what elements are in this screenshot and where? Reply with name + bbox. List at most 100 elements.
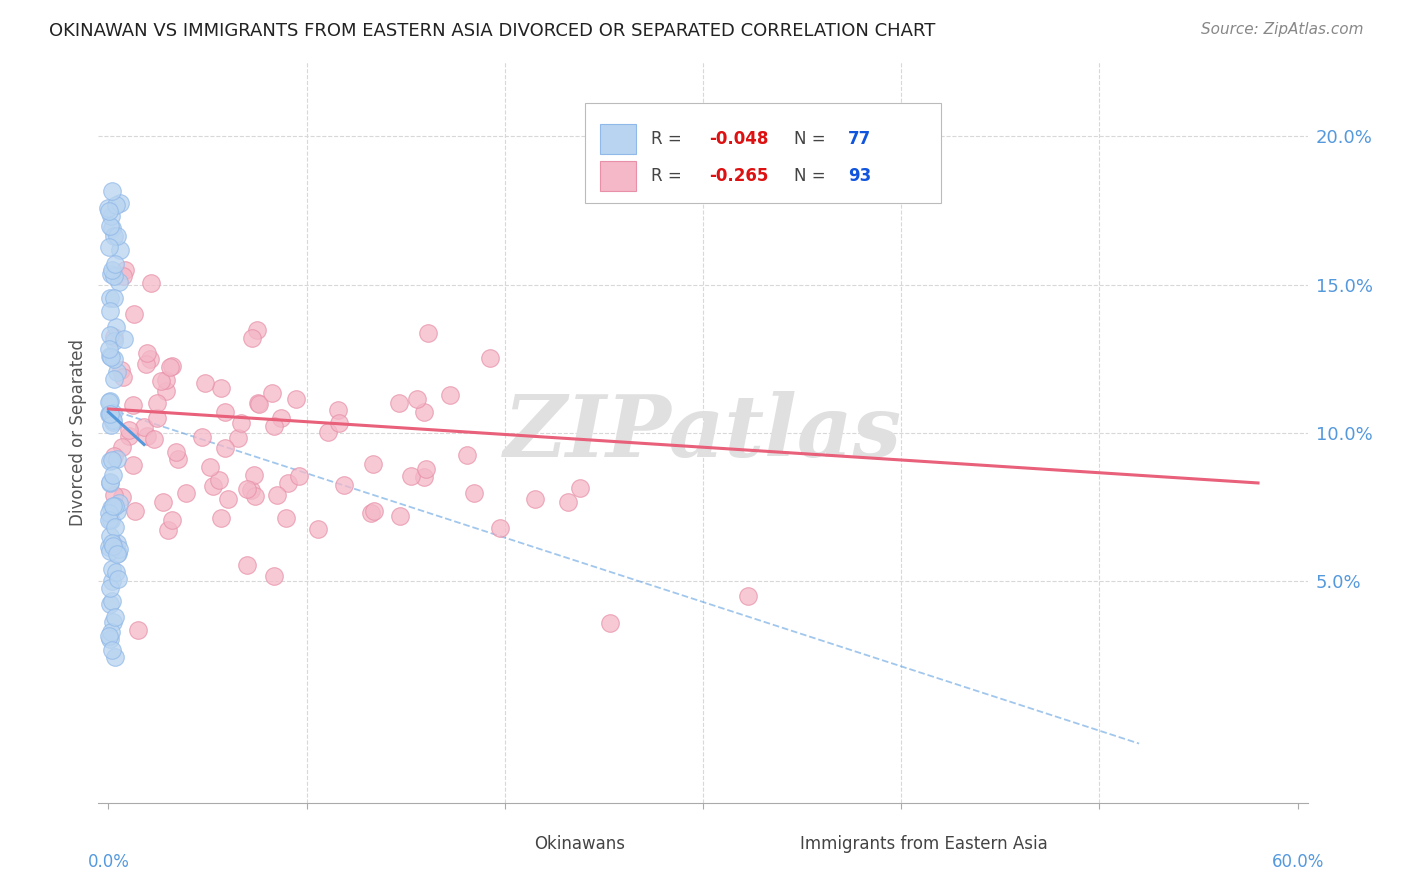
- Point: [263, 569, 285, 583]
- Point: [100, 262, 122, 277]
- Point: [98, 506, 121, 520]
- Point: [236, 558, 259, 572]
- Point: [104, 320, 127, 334]
- Point: [103, 352, 125, 367]
- Point: [270, 410, 292, 425]
- Point: [488, 521, 510, 535]
- Point: [240, 331, 263, 345]
- Point: [103, 334, 125, 348]
- Point: [100, 407, 122, 421]
- FancyBboxPatch shape: [758, 827, 792, 853]
- Point: [599, 616, 621, 631]
- Point: [97, 629, 120, 643]
- Point: [111, 490, 134, 504]
- Point: [103, 449, 125, 463]
- Point: [194, 376, 217, 391]
- Point: [239, 483, 262, 498]
- Point: [217, 491, 239, 506]
- Point: [104, 649, 127, 664]
- Point: [174, 486, 197, 500]
- Point: [162, 513, 184, 527]
- Point: [100, 417, 122, 432]
- Point: [226, 431, 249, 445]
- Point: [103, 468, 125, 483]
- Point: [103, 406, 125, 420]
- Point: [118, 429, 141, 443]
- Point: [328, 416, 350, 430]
- Point: [105, 197, 128, 211]
- Point: [111, 369, 134, 384]
- Point: [143, 432, 166, 446]
- Point: [139, 277, 162, 291]
- Point: [247, 396, 270, 410]
- Point: [360, 506, 382, 520]
- Point: [456, 448, 478, 462]
- Text: Source: ZipAtlas.com: Source: ZipAtlas.com: [1201, 22, 1364, 37]
- Point: [243, 468, 266, 483]
- Point: [100, 350, 122, 364]
- Point: [104, 520, 127, 534]
- Y-axis label: Divorced or Separated: Divorced or Separated: [69, 339, 87, 526]
- Point: [260, 386, 283, 401]
- Point: [276, 511, 298, 525]
- Point: [108, 196, 131, 211]
- Point: [111, 440, 134, 454]
- Point: [100, 219, 122, 233]
- Point: [124, 504, 146, 518]
- Point: [209, 381, 232, 395]
- Point: [138, 351, 160, 366]
- Point: [103, 539, 125, 553]
- Point: [98, 393, 121, 408]
- Point: [101, 452, 124, 467]
- Point: [103, 372, 125, 386]
- Point: [98, 349, 121, 363]
- Point: [98, 408, 121, 422]
- Point: [569, 481, 592, 495]
- Text: ZIPatlas: ZIPatlas: [503, 391, 903, 475]
- Point: [101, 220, 124, 235]
- Point: [108, 244, 131, 258]
- Point: [101, 184, 124, 198]
- Point: [524, 491, 547, 506]
- Point: [107, 547, 129, 561]
- Point: [127, 623, 149, 637]
- Text: Immigrants from Eastern Asia: Immigrants from Eastern Asia: [800, 835, 1047, 853]
- Point: [229, 417, 252, 431]
- Point: [108, 496, 131, 510]
- Point: [214, 441, 236, 455]
- Point: [105, 536, 128, 550]
- Point: [156, 524, 179, 538]
- Point: [209, 511, 232, 525]
- Point: [235, 482, 257, 496]
- Point: [479, 351, 502, 366]
- Point: [243, 489, 266, 503]
- Point: [114, 262, 136, 277]
- Text: -0.265: -0.265: [709, 167, 769, 185]
- Point: [307, 522, 329, 536]
- Point: [287, 469, 309, 483]
- Point: [277, 475, 299, 490]
- Point: [101, 642, 124, 657]
- Point: [101, 615, 124, 629]
- Point: [201, 479, 224, 493]
- Point: [132, 420, 155, 434]
- Point: [361, 457, 384, 471]
- Point: [135, 429, 157, 443]
- Point: [415, 462, 437, 476]
- Text: N =: N =: [793, 167, 831, 185]
- Text: OKINAWAN VS IMMIGRANTS FROM EASTERN ASIA DIVORCED OR SEPARATED CORRELATION CHART: OKINAWAN VS IMMIGRANTS FROM EASTERN ASIA…: [49, 22, 935, 40]
- FancyBboxPatch shape: [600, 161, 637, 191]
- Point: [100, 625, 122, 640]
- Point: [101, 416, 124, 430]
- Point: [98, 476, 121, 491]
- Point: [100, 328, 122, 343]
- Point: [159, 360, 181, 375]
- Point: [363, 503, 385, 517]
- Point: [150, 374, 173, 388]
- Point: [110, 363, 132, 377]
- Point: [98, 513, 121, 527]
- Point: [103, 291, 125, 305]
- Point: [105, 503, 128, 517]
- Point: [100, 512, 122, 526]
- Point: [122, 307, 145, 321]
